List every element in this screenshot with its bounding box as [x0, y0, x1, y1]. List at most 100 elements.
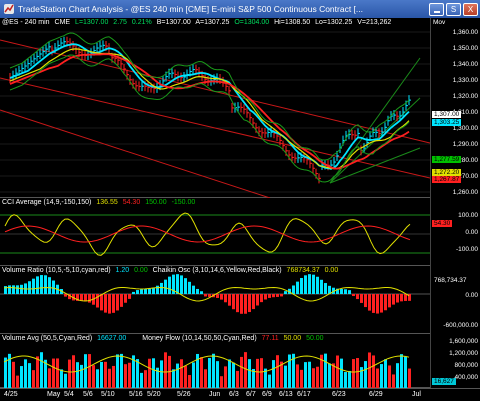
date-axis[interactable]: 4/25 May 5/4 5/6 5/10 5/16 5/20 5/26 Jun 6/3 6/7 6/… [0, 388, 480, 401]
volume-ratio-bar [284, 291, 287, 294]
volume-ratio-bar [76, 294, 79, 301]
volume-bar [360, 367, 363, 388]
axis-tick-label: 800,000 [454, 362, 479, 369]
volume-bar [56, 358, 59, 388]
volume-ratio-bar [184, 278, 187, 294]
volume-ratio-axis[interactable]: 0.00 -600,000.00 768,734.37 [430, 266, 480, 334]
volume-bar [104, 361, 107, 388]
volume-ratio-bar [148, 288, 151, 294]
volume-ratio-bar [32, 278, 35, 294]
axis-tick-label: 1,200,000 [449, 350, 478, 357]
date-axis-label: Jul [412, 391, 421, 398]
volume-bar [288, 354, 291, 388]
date-axis-label: 6/29 [369, 391, 383, 398]
symbol-label: @ES - 240 min [2, 19, 50, 26]
price-chart-pane[interactable]: @ES - 240 min CME L=1307.00 2.75 0.21% B… [0, 18, 430, 198]
cyan-moving-average [9, 43, 410, 170]
vr-name: Volume Ratio (10,5,-5,10,cyan,red) [2, 267, 111, 274]
volume-ratio-bar [336, 288, 339, 294]
cci-chart[interactable] [0, 198, 430, 266]
volume-avg-chart[interactable] [0, 334, 430, 388]
volume-ratio-bar [144, 288, 147, 294]
volume-ratio-chart[interactable] [0, 266, 430, 334]
chaikin-value-2: 0.00 [324, 267, 339, 274]
axis-tick-label: 1,320.00 [452, 93, 478, 100]
price-header: @ES - 240 min CME L=1307.00 2.75 0.21% B… [2, 19, 394, 26]
volume-bar [180, 359, 183, 388]
volume-bar [20, 366, 23, 388]
axis-tick-label: 1,280.00 [452, 157, 478, 164]
close-icon: X [467, 4, 474, 14]
volume-bar [184, 365, 187, 388]
date-axis-label: Jun [209, 391, 221, 398]
axis-value-tag: 1,277.59 [432, 156, 462, 163]
volume-ratio-bar [388, 294, 391, 308]
volume-ratio-bar [44, 275, 47, 294]
volume-value: V=213,262 [357, 19, 392, 26]
volume-bar [44, 359, 47, 388]
volume-bar [64, 373, 67, 388]
volume-ratio-bar [300, 277, 303, 294]
volume-bar [32, 370, 35, 388]
volume-ratio-bar [368, 294, 371, 311]
mid-channel-line [0, 77, 430, 179]
title-bar: TradeStation Chart Analysis - @ES 240 mi… [0, 0, 480, 18]
volume-bar [272, 360, 275, 388]
volume-bar [372, 355, 375, 388]
volume-ratio-bar [376, 294, 379, 314]
axis-tick-label: 0.00 [465, 292, 478, 299]
volume-bar [164, 352, 167, 388]
volume-bar [332, 363, 335, 388]
price-chart[interactable] [0, 18, 430, 198]
volume-ratio-bar [28, 281, 31, 294]
restore-button[interactable]: S [446, 2, 461, 16]
axis-tick-label: 0.00 [465, 229, 478, 236]
volume-ratio-bar [192, 285, 195, 294]
volume-ratio-bar [100, 294, 103, 311]
cci-pane[interactable]: CCI Average (14,9,-150,150) 136.55 54.30… [0, 198, 430, 266]
volume-ratio-bar [104, 294, 107, 313]
volume-bar [276, 355, 279, 388]
volume-ratio-bar [380, 294, 383, 313]
volume-ratio-bar [248, 294, 251, 313]
volume-ratio-header: Volume Ratio (10,5,-5,10,cyan,red) 1.20 … [2, 267, 341, 274]
volume-bar [292, 353, 295, 388]
volume-bar [364, 361, 367, 388]
price-axis[interactable]: Mov 1,360.00 1,350.00 1,340.00 1,330.00 1,32… [430, 18, 480, 198]
volume-ratio-bar [328, 285, 331, 294]
volume-bar [80, 364, 83, 388]
volume-avg-pane[interactable]: Volume Avg (50,5,Cyan,Red) 16627.00 Mone… [0, 334, 430, 388]
volume-avg-axis[interactable]: 1,600,000 1,200,000 800,000 400,000 16,627 [430, 334, 480, 388]
volume-ratio-bar [196, 288, 199, 294]
volume-ratio-bar [252, 294, 255, 310]
volume-bar [336, 355, 339, 388]
volume-ratio-bar [80, 294, 83, 301]
volume-ratio-bar [208, 294, 211, 297]
volume-bar [132, 355, 135, 388]
lower-band-line [9, 54, 410, 183]
axis-tick-label: 1,290.00 [452, 141, 478, 148]
axis-tick-label: -600,000.00 [443, 322, 478, 329]
vr-value-2: 0.00 [134, 267, 148, 274]
volume-bar [400, 354, 403, 388]
axis-tick-label: 1,340.00 [452, 61, 478, 68]
volume-ratio-pane[interactable]: Volume Ratio (10,5,-5,10,cyan,red) 1.20 … [0, 266, 430, 334]
volume-bar [220, 376, 223, 388]
volume-ratio-bar [324, 283, 327, 294]
minimize-button[interactable] [429, 2, 444, 16]
close-button[interactable]: X [463, 2, 478, 16]
volume-ratio-bar [240, 294, 243, 314]
volume-bar [144, 370, 147, 388]
restore-label: S [450, 4, 457, 14]
axis-tick-label: 100.00 [458, 212, 478, 219]
volume-bar [252, 368, 255, 388]
volume-bar [148, 358, 151, 388]
volume-ratio-bar [8, 285, 11, 294]
axis-tick-label: 1,270.00 [452, 173, 478, 180]
pct-change: 0.21% [131, 19, 152, 26]
cci-axis[interactable]: 100.00 0.00 -100.00 54.30 [430, 198, 480, 266]
date-axis-label: May [47, 391, 61, 398]
vol-value-1: 16627.00 [97, 335, 127, 342]
volume-ratio-bar [280, 294, 283, 297]
volume-bar [368, 352, 371, 388]
